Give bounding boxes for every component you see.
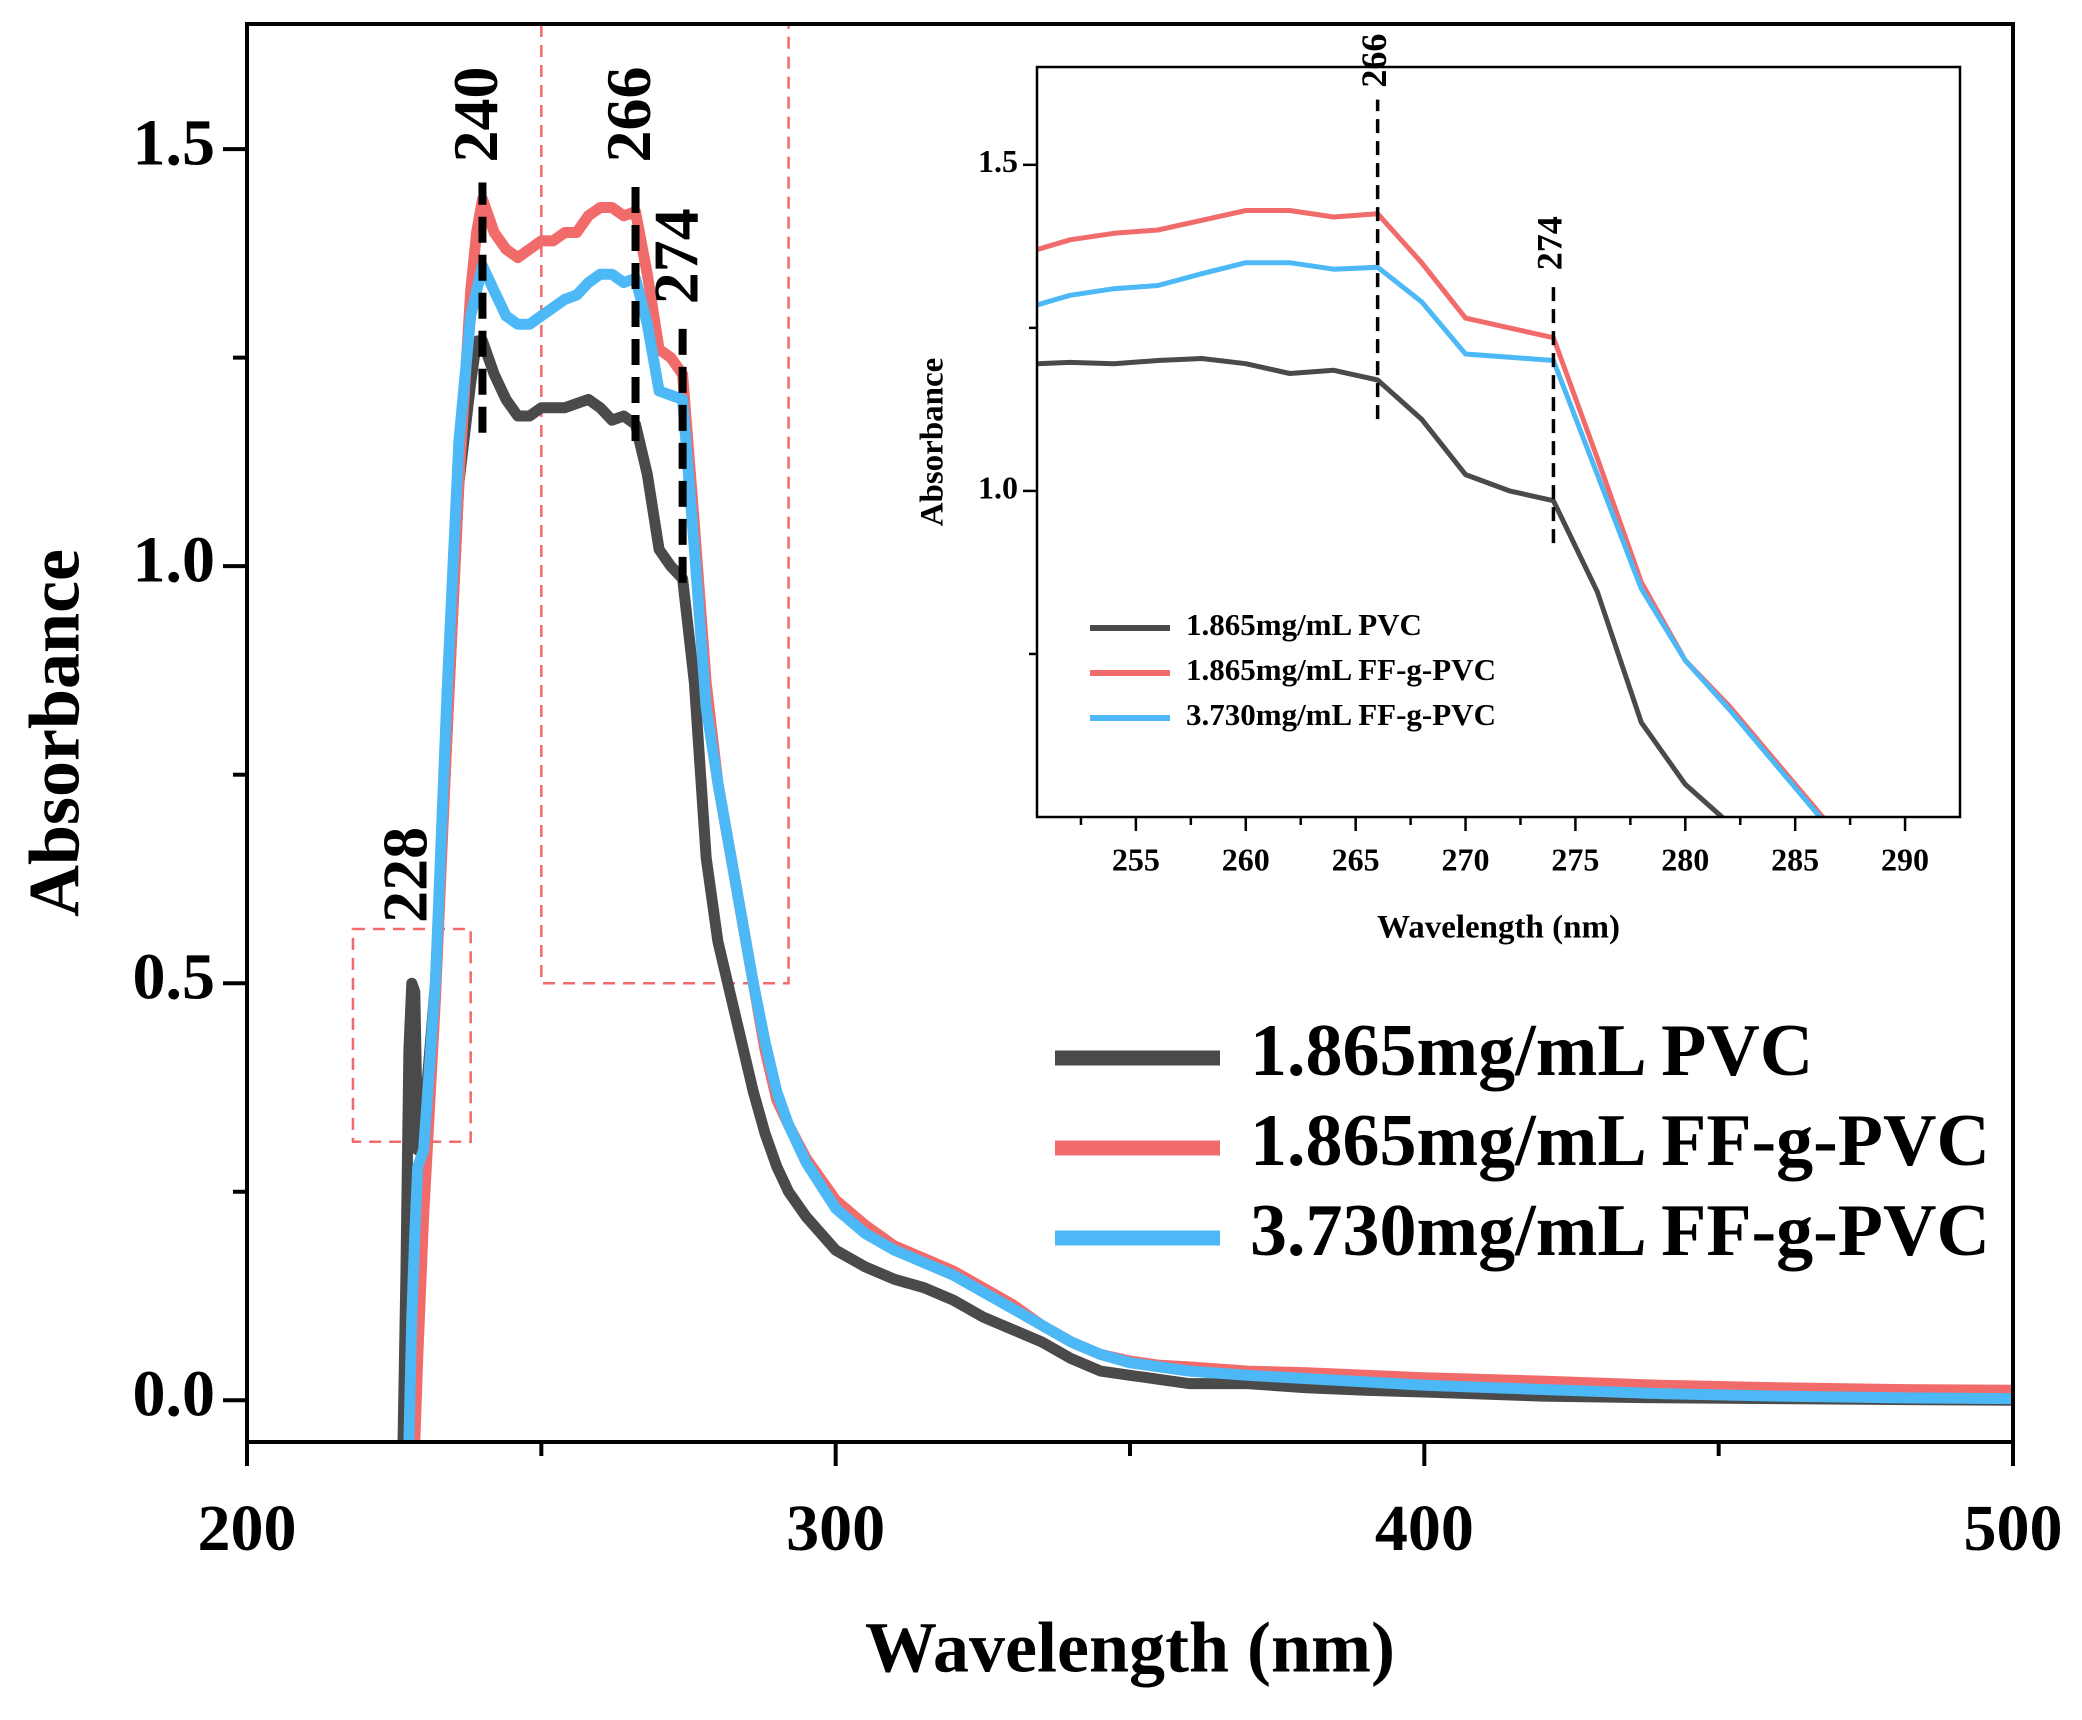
- main-peak-label-228: 228: [370, 827, 441, 923]
- inset-peak-label-274: 274: [1530, 216, 1570, 270]
- inset-series-group: [1037, 208, 1826, 817]
- inset-x-tick-label: 290: [1881, 841, 1929, 877]
- inset-x-tick-label: 270: [1442, 841, 1490, 877]
- inset-y-tick-label: 1.0: [978, 469, 1018, 505]
- inset-peak-label-266: 266: [1354, 34, 1394, 88]
- main-y-axis-label: Absorbance: [15, 549, 95, 917]
- inset-y-axis-label: Absorbance: [915, 358, 951, 527]
- inset-x-tick-label: 255: [1112, 841, 1160, 877]
- inset-plot-background: [1037, 67, 1960, 817]
- inset-axes-frame: [1035, 65, 1962, 819]
- inset-plot: 266 274 255 260 265 270 275 280 285 290 1.0 1.5 Wave…: [915, 34, 1962, 946]
- main-x-tick-label: 500: [1964, 1492, 2063, 1565]
- inset-x-tick-label: 265: [1332, 841, 1380, 877]
- main-peak-label-266: 266: [593, 66, 664, 162]
- inset-x-tick-label: 285: [1771, 841, 1819, 877]
- main-y-tick-label: 0.5: [133, 940, 216, 1013]
- main-peak-label-240: 240: [440, 66, 511, 162]
- main-x-tick-label: 300: [786, 1492, 885, 1565]
- main-legend-label-2: 3.730mg/mL FF-g-PVC: [1250, 1190, 1990, 1272]
- main-y-tick-label: 0.0: [133, 1357, 216, 1430]
- inset-legend-label-0: 1.865mg/mL PVC: [1186, 607, 1422, 642]
- main-legend-label-0: 1.865mg/mL PVC: [1250, 1010, 1813, 1092]
- inset-x-tick-label: 260: [1222, 841, 1270, 877]
- main-legend-label-1: 1.865mg/mL FF-g-PVC: [1250, 1100, 1990, 1182]
- inset-legend: 1.865mg/mL PVC 1.865mg/mL FF-g-PVC 3.730mg…: [1090, 607, 1496, 732]
- main-y-tick-label: 1.5: [133, 106, 216, 179]
- inset-legend-label-1: 1.865mg/mL FF-g-PVC: [1186, 652, 1496, 687]
- inset-y-tick-label: 1.5: [978, 143, 1018, 179]
- inset-x-axis-label: Wavelength (nm): [1377, 910, 1620, 946]
- inset-legend-label-2: 3.730mg/mL FF-g-PVC: [1186, 697, 1496, 732]
- main-series-line-0: [397, 335, 2013, 1442]
- main-x-tick-label: 400: [1375, 1492, 1474, 1565]
- main-peak-label-274: 274: [640, 208, 711, 304]
- inset-series-line-0: [1037, 356, 1726, 817]
- main-y-tick-label: 1.0: [133, 523, 216, 596]
- main-x-tick-label: 200: [198, 1492, 297, 1565]
- inset-x-tick-label: 280: [1661, 841, 1709, 877]
- inset-x-tick-label: 275: [1551, 841, 1599, 877]
- main-x-axis-label: Wavelength (nm): [865, 1608, 1395, 1688]
- inset-series-line-2: [1037, 260, 1824, 817]
